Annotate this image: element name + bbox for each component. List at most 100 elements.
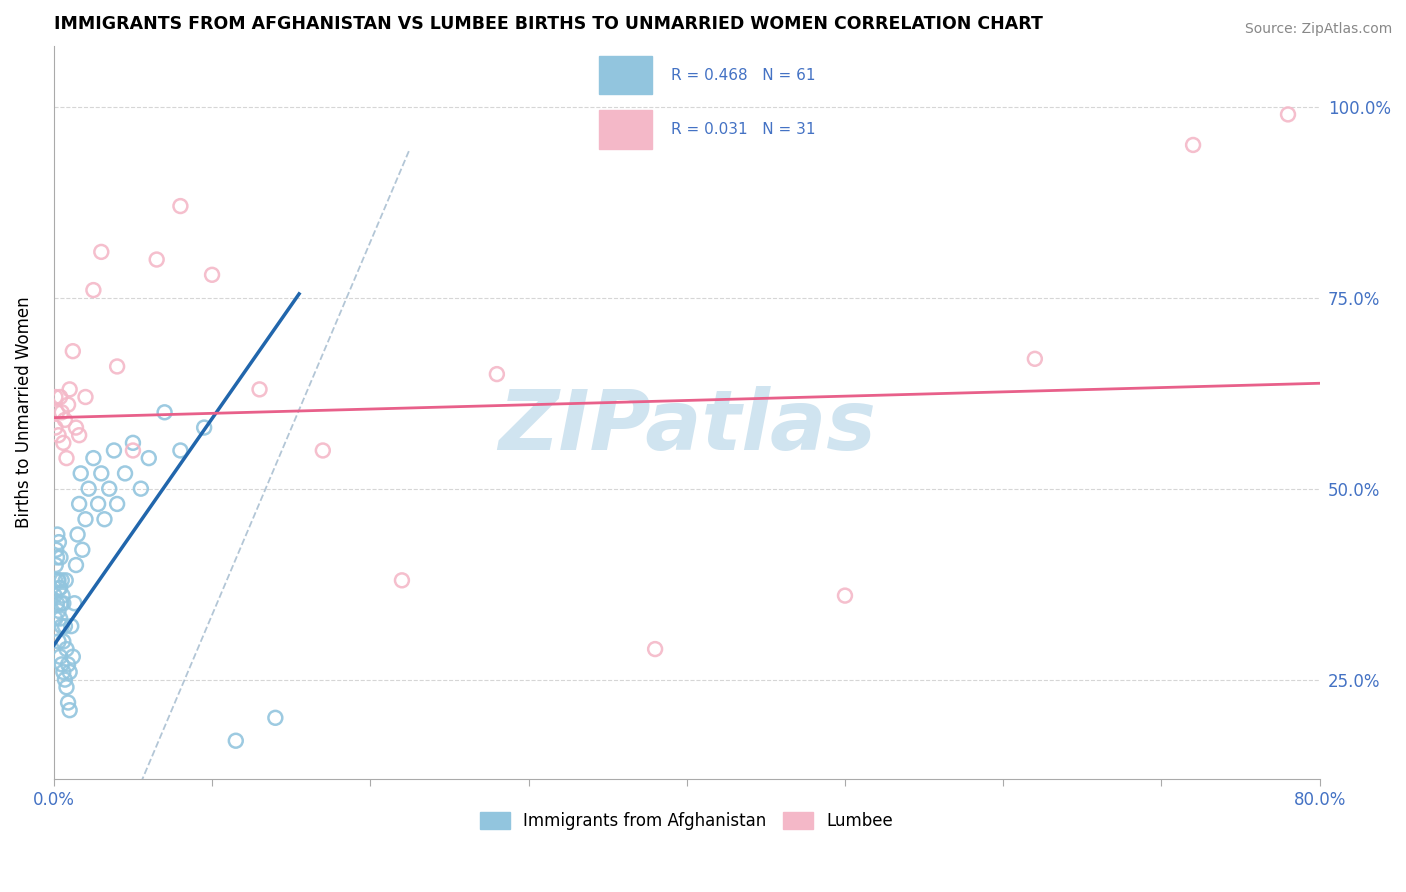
Point: [66, 527, 89, 541]
Point: [51, 405, 73, 419]
Point: [93, 512, 115, 526]
Point: [46, 550, 69, 565]
Point: [90, 467, 112, 481]
Point: [53, 413, 76, 427]
Point: [52, 665, 75, 679]
Text: R = 0.468   N = 61: R = 0.468 N = 61: [671, 68, 815, 83]
Point: [59, 665, 82, 679]
Point: [644, 642, 666, 657]
Point: [834, 589, 856, 603]
Point: [62, 344, 84, 359]
Bar: [599, 56, 652, 95]
Point: [48, 634, 70, 648]
Point: [90, 244, 112, 259]
Point: [169, 199, 191, 213]
Point: [55, 451, 77, 466]
Point: [201, 268, 224, 282]
Point: [65, 558, 87, 572]
Point: [51, 589, 73, 603]
Point: [138, 451, 160, 466]
Point: [122, 435, 145, 450]
Point: [391, 574, 413, 588]
Point: [59, 703, 82, 717]
Point: [63, 596, 86, 610]
Point: [44, 574, 66, 588]
Point: [225, 733, 247, 747]
Point: [129, 482, 152, 496]
Text: R = 0.031   N = 31: R = 0.031 N = 31: [671, 121, 815, 136]
Text: Source: ZipAtlas.com: Source: ZipAtlas.com: [1244, 22, 1392, 37]
Point: [55, 574, 77, 588]
Point: [72, 542, 94, 557]
Y-axis label: Births to Unmarried Women: Births to Unmarried Women: [15, 296, 32, 528]
Point: [153, 405, 176, 419]
Point: [52, 596, 75, 610]
Point: [65, 420, 87, 434]
Point: [48, 581, 70, 595]
Point: [67, 428, 90, 442]
Text: ZIPatlas: ZIPatlas: [498, 386, 876, 467]
Point: [1182, 138, 1205, 153]
Point: [49, 390, 72, 404]
Point: [56, 657, 79, 672]
Point: [114, 467, 136, 481]
Point: [48, 535, 70, 549]
Point: [249, 383, 271, 397]
Point: [49, 550, 72, 565]
Point: [169, 443, 191, 458]
Text: IMMIGRANTS FROM AFGHANISTAN VS LUMBEE BIRTHS TO UNMARRIED WOMEN CORRELATION CHAR: IMMIGRANTS FROM AFGHANISTAN VS LUMBEE BI…: [53, 15, 1043, 33]
Point: [87, 497, 110, 511]
Point: [59, 383, 82, 397]
Point: [264, 711, 287, 725]
Point: [69, 467, 91, 481]
Point: [122, 443, 145, 458]
Point: [46, 596, 69, 610]
Point: [312, 443, 335, 458]
Point: [44, 589, 66, 603]
Point: [62, 649, 84, 664]
Point: [60, 619, 83, 633]
Point: [49, 581, 72, 595]
Point: [51, 574, 73, 588]
Point: [75, 512, 97, 526]
Point: [53, 673, 76, 687]
Bar: [599, 110, 652, 149]
Point: [56, 398, 79, 412]
Point: [49, 611, 72, 625]
Point: [44, 420, 66, 434]
Point: [145, 252, 167, 267]
Point: [46, 527, 69, 541]
Point: [98, 482, 121, 496]
Point: [48, 574, 70, 588]
Point: [193, 420, 215, 434]
Point: [45, 558, 67, 572]
Point: [52, 435, 75, 450]
Point: [51, 657, 73, 672]
Point: [53, 619, 76, 633]
Point: [44, 611, 66, 625]
Point: [55, 680, 77, 694]
Point: [485, 367, 508, 381]
Point: [1277, 107, 1299, 121]
Point: [46, 405, 69, 419]
Point: [105, 359, 128, 374]
Legend: Immigrants from Afghanistan, Lumbee: Immigrants from Afghanistan, Lumbee: [474, 805, 900, 837]
Point: [52, 634, 75, 648]
Point: [82, 283, 104, 297]
Point: [49, 596, 72, 610]
Point: [82, 451, 104, 466]
Point: [46, 574, 69, 588]
Point: [105, 497, 128, 511]
Point: [56, 696, 79, 710]
Point: [103, 443, 125, 458]
Point: [48, 428, 70, 442]
Point: [48, 604, 70, 618]
Point: [77, 482, 100, 496]
Point: [1024, 351, 1046, 366]
Point: [75, 390, 97, 404]
Point: [45, 542, 67, 557]
Point: [44, 390, 66, 404]
Point: [67, 497, 90, 511]
Point: [55, 642, 77, 657]
Point: [51, 619, 73, 633]
